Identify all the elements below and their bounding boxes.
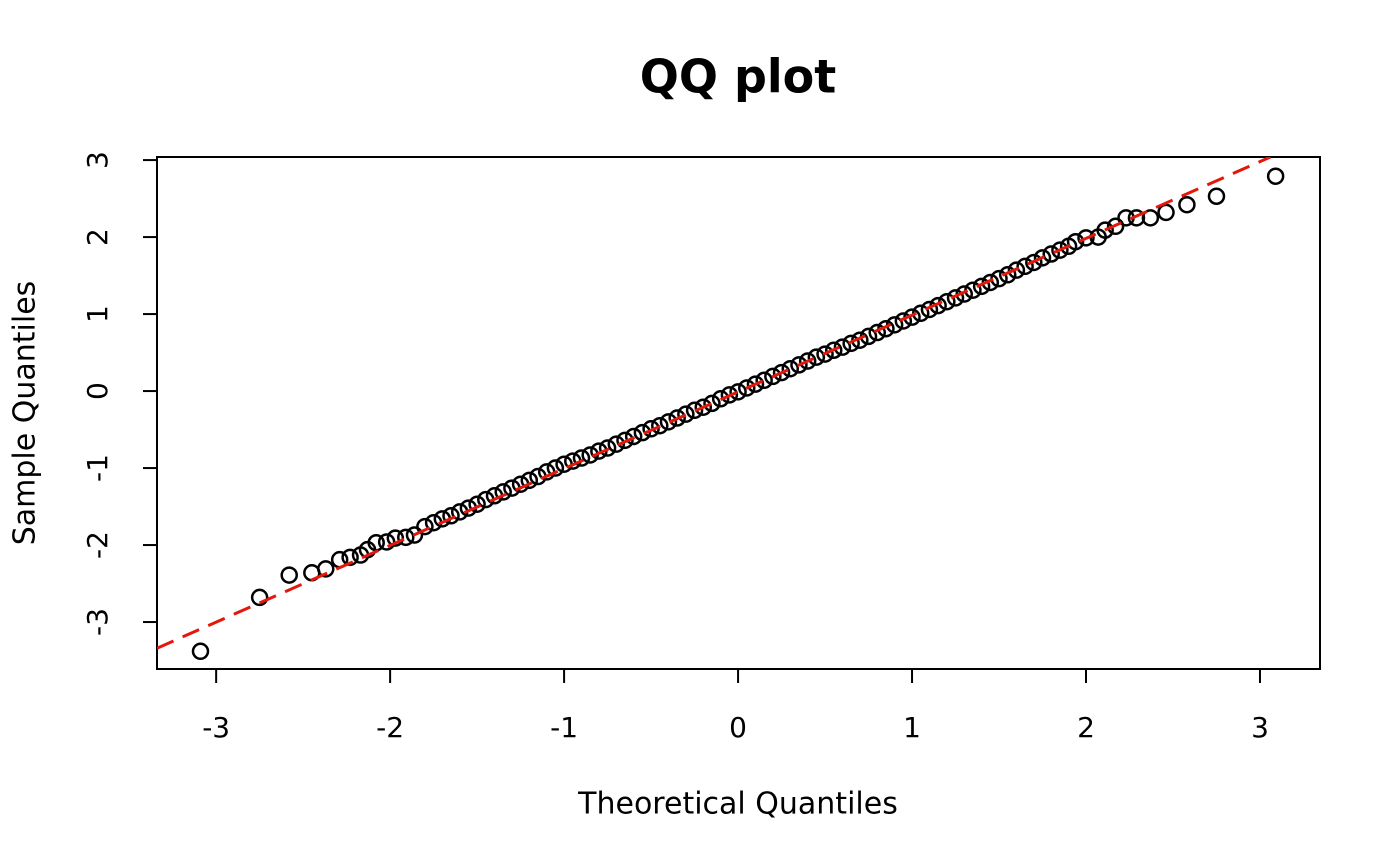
point xyxy=(1266,167,1285,185)
y-tick-label: 3 xyxy=(81,151,114,169)
point xyxy=(677,405,695,423)
point xyxy=(694,398,713,416)
x-tick-label: -2 xyxy=(376,711,404,744)
point xyxy=(598,439,617,457)
point xyxy=(1141,209,1160,227)
point xyxy=(703,394,721,413)
point xyxy=(416,517,434,536)
point xyxy=(1207,187,1226,206)
point xyxy=(720,386,739,404)
point xyxy=(764,367,782,386)
chart-title: QQ plot xyxy=(640,50,837,104)
point xyxy=(642,420,660,438)
point xyxy=(1016,257,1034,276)
point xyxy=(280,566,298,584)
point xyxy=(685,401,704,420)
point xyxy=(1096,221,1114,239)
x-tick-label: 1 xyxy=(903,711,921,744)
point xyxy=(946,289,965,307)
point xyxy=(546,459,565,477)
point xyxy=(868,323,886,342)
point xyxy=(442,507,460,525)
point xyxy=(824,341,843,360)
point xyxy=(1066,232,1085,251)
x-axis-label: Theoretical Quantiles xyxy=(577,787,898,822)
point xyxy=(633,423,652,442)
point xyxy=(386,529,405,547)
x-tick-label: 3 xyxy=(1251,711,1269,744)
point xyxy=(572,449,591,467)
point xyxy=(317,560,335,578)
point xyxy=(607,435,626,453)
point xyxy=(1051,241,1069,259)
point xyxy=(494,483,512,501)
y-axis-label: Sample Quantiles xyxy=(8,281,43,546)
point xyxy=(920,300,939,319)
point xyxy=(341,548,359,567)
y-tick-label: -3 xyxy=(81,608,114,636)
y-tick-label: 2 xyxy=(81,228,114,246)
point xyxy=(729,383,747,401)
point xyxy=(781,359,800,378)
y-tick-label: 1 xyxy=(81,305,114,323)
point xyxy=(711,390,730,408)
point xyxy=(755,371,773,390)
x-tick-label: -3 xyxy=(202,711,230,744)
point xyxy=(651,416,669,435)
point xyxy=(1077,229,1095,247)
point xyxy=(842,334,860,353)
point xyxy=(405,526,424,544)
point xyxy=(659,413,678,431)
x-tick-label: -1 xyxy=(550,711,578,744)
point xyxy=(624,427,643,446)
x-tick-label: 2 xyxy=(1077,711,1095,744)
point xyxy=(746,375,765,393)
point xyxy=(397,528,415,547)
point xyxy=(998,266,1017,284)
y-tick-label: -1 xyxy=(81,454,114,482)
point xyxy=(520,471,539,490)
point xyxy=(191,642,210,661)
point xyxy=(555,455,573,473)
point xyxy=(1025,253,1043,272)
point xyxy=(833,338,852,356)
point xyxy=(1178,195,1196,214)
point xyxy=(972,277,991,296)
point xyxy=(1042,245,1060,263)
point xyxy=(668,409,686,427)
point xyxy=(807,348,826,366)
point xyxy=(1007,261,1026,279)
plot-frame xyxy=(156,156,1321,670)
point xyxy=(772,363,791,382)
point xyxy=(616,431,634,450)
y-tick-label: 0 xyxy=(81,382,114,400)
y-tick-label: -2 xyxy=(81,531,114,559)
point xyxy=(377,533,396,551)
point xyxy=(468,495,486,513)
point xyxy=(798,352,817,370)
point xyxy=(738,379,756,397)
point xyxy=(790,356,808,374)
point xyxy=(250,588,269,607)
point xyxy=(816,345,834,363)
point xyxy=(1106,217,1125,236)
x-tick-label: 0 xyxy=(729,711,747,744)
point xyxy=(1157,203,1175,222)
point xyxy=(894,312,913,330)
point xyxy=(1033,249,1052,267)
reference-line xyxy=(157,157,1272,650)
